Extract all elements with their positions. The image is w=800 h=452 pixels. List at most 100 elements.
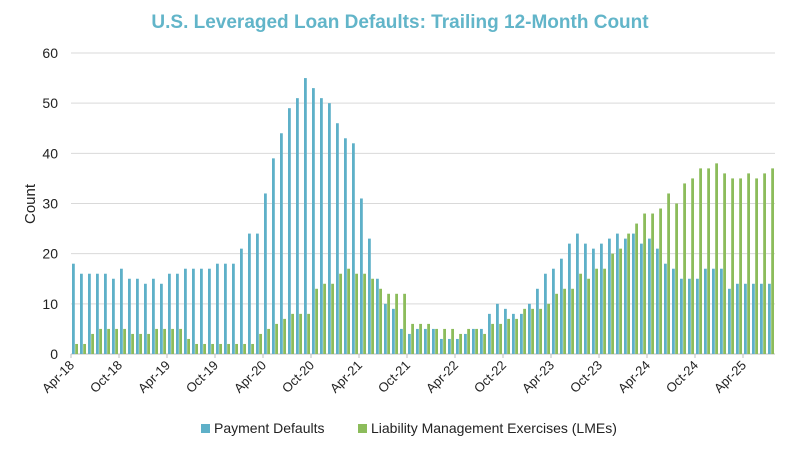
x-tick-label: Apr-22 xyxy=(423,358,461,396)
bar-payment-defaults xyxy=(296,98,299,355)
bar-lmes xyxy=(115,328,118,354)
x-tick-label: Oct-21 xyxy=(375,358,413,396)
bar-lmes xyxy=(515,318,518,354)
x-tick-label: Apr-24 xyxy=(615,358,653,396)
bar-payment-defaults xyxy=(560,258,563,354)
bar-lmes xyxy=(563,288,566,354)
x-tick-label: Oct-19 xyxy=(183,358,221,396)
bar-lmes xyxy=(603,268,606,354)
bar-payment-defaults xyxy=(752,283,755,354)
x-tick-label: Oct-23 xyxy=(567,358,605,396)
bar-lmes xyxy=(427,323,430,354)
bar-payment-defaults xyxy=(576,233,579,354)
x-tick-label: Apr-18 xyxy=(39,358,77,396)
bar-lmes xyxy=(379,288,382,354)
bar-lmes xyxy=(243,343,246,354)
bar-payment-defaults xyxy=(184,268,187,354)
bar-payment-defaults xyxy=(704,268,707,354)
x-tick-label: Apr-25 xyxy=(711,358,749,396)
bar-lmes xyxy=(99,328,102,354)
bar-lmes xyxy=(395,293,398,354)
legend-label-payment-defaults: Payment Defaults xyxy=(214,420,325,436)
x-tick-label: Apr-20 xyxy=(231,358,269,396)
bar-lmes xyxy=(763,173,766,354)
bar-lmes xyxy=(195,343,198,354)
bar-lmes xyxy=(171,328,174,354)
bar-lmes xyxy=(315,288,318,354)
bar-payment-defaults xyxy=(352,143,355,354)
bar-payment-defaults xyxy=(656,248,659,354)
bar-lmes xyxy=(163,328,166,354)
y-tick-label: 10 xyxy=(42,296,58,312)
x-tick-labels: Apr-18 Oct-18 Apr-19 Oct-19 Apr-20 Oct-20 Apr-… xyxy=(39,354,749,396)
bar-payment-defaults xyxy=(624,238,627,354)
bar-payment-defaults xyxy=(448,338,451,354)
bar-lmes xyxy=(547,303,550,354)
x-tick-label: Apr-19 xyxy=(135,358,173,396)
bar-payment-defaults xyxy=(616,233,619,354)
bar-lmes xyxy=(83,343,86,354)
bar-payment-defaults xyxy=(88,273,91,354)
bar-payment-defaults xyxy=(544,273,547,354)
legend-swatch-payment-defaults xyxy=(201,424,210,433)
bar-payment-defaults xyxy=(120,268,123,354)
bar-payment-defaults xyxy=(232,263,235,354)
bar-payment-defaults xyxy=(456,338,459,354)
bar-payment-defaults xyxy=(176,273,179,354)
bar-payment-defaults xyxy=(480,328,483,354)
bar-payment-defaults xyxy=(312,88,315,354)
bar-lmes xyxy=(651,213,654,354)
bar-payment-defaults xyxy=(608,238,611,354)
bar-payment-defaults xyxy=(328,103,331,355)
bar-lmes xyxy=(123,328,126,354)
bar-payment-defaults xyxy=(128,278,131,354)
bar-lmes xyxy=(739,178,742,354)
bar-lmes xyxy=(155,328,158,354)
bar-payment-defaults xyxy=(168,273,171,354)
bar-lmes xyxy=(179,328,182,354)
bar-lmes xyxy=(267,328,270,354)
bar-payment-defaults xyxy=(336,123,339,354)
bar-lmes xyxy=(699,168,702,354)
bar-lmes xyxy=(467,328,470,354)
bar-payment-defaults xyxy=(728,288,731,354)
bar-payment-defaults xyxy=(680,278,683,354)
bar-lmes xyxy=(419,323,422,354)
bar-payment-defaults xyxy=(552,268,555,354)
bar-payment-defaults xyxy=(432,328,435,354)
bar-payment-defaults xyxy=(408,333,411,354)
x-tick-label: Apr-23 xyxy=(519,358,557,396)
bar-payment-defaults xyxy=(280,133,283,354)
bar-payment-defaults xyxy=(696,278,699,354)
bar-lmes xyxy=(587,278,590,354)
bar-payment-defaults xyxy=(384,303,387,354)
bar-lmes xyxy=(211,343,214,354)
bar-payment-defaults xyxy=(248,233,251,354)
bar-lmes xyxy=(187,338,190,354)
bar-lmes xyxy=(283,318,286,354)
bar-payment-defaults xyxy=(736,283,739,354)
bar-lmes xyxy=(731,178,734,354)
bar-payment-defaults xyxy=(160,283,163,354)
bar-lmes xyxy=(355,273,358,354)
bar-payment-defaults xyxy=(648,238,651,354)
gridlines xyxy=(71,52,775,355)
bar-lmes xyxy=(131,333,134,354)
bar-lmes xyxy=(147,333,150,354)
bar-payment-defaults xyxy=(712,268,715,354)
bar-payment-defaults xyxy=(256,233,259,354)
y-tick-label: 50 xyxy=(42,95,58,111)
bar-lmes xyxy=(499,323,502,354)
bar-payment-defaults xyxy=(344,138,347,354)
bar-lmes xyxy=(659,208,662,354)
bar-payment-defaults xyxy=(216,263,219,354)
bar-lmes xyxy=(475,328,478,354)
bar-payment-defaults xyxy=(416,328,419,354)
bar-lmes xyxy=(595,268,598,354)
bar-payment-defaults xyxy=(304,78,307,354)
bar-lmes xyxy=(435,328,438,354)
bar-payment-defaults xyxy=(744,283,747,354)
bar-lmes xyxy=(443,328,446,354)
bar-lmes xyxy=(571,288,574,354)
